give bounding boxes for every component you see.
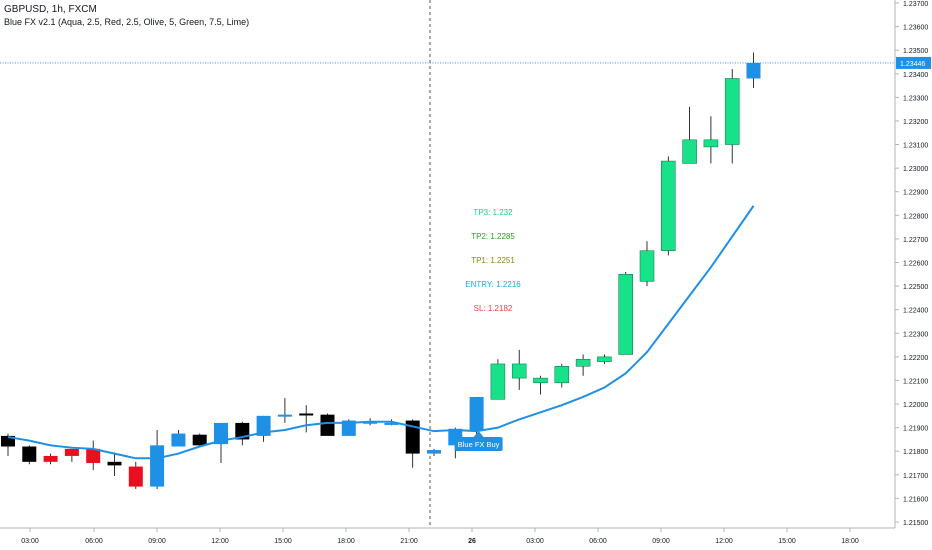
sl-label: SL: 1.2182 xyxy=(473,304,513,313)
time-tick-label: 12:00 xyxy=(211,538,229,545)
price-tick-label: 1.22100 xyxy=(903,378,928,385)
buy-signal-badge xyxy=(454,437,503,451)
price-tick-label: 1.22600 xyxy=(903,261,928,268)
price-tick-label: 1.23300 xyxy=(903,95,928,102)
price-tick-label: 1.23000 xyxy=(903,166,928,173)
candle-body xyxy=(405,420,420,454)
time-tick-label: 09:00 xyxy=(148,538,166,545)
candle-body xyxy=(682,139,697,164)
candle-body xyxy=(341,420,356,436)
last-price-label: 1.23446 xyxy=(900,61,925,68)
time-tick-label: 18:00 xyxy=(841,538,859,545)
candle-body xyxy=(43,455,58,462)
time-tick-label: 06:00 xyxy=(589,538,607,545)
candle-body xyxy=(192,434,207,446)
candle-body xyxy=(597,356,612,362)
candle-body xyxy=(618,274,633,355)
time-tick-label: 18:00 xyxy=(337,538,355,545)
symbol-title: GBPUSD, 1h, FXCM xyxy=(4,4,97,15)
candle-body xyxy=(533,377,548,384)
candle-body xyxy=(128,466,143,487)
time-tick-label: 09:00 xyxy=(652,538,670,545)
candle-body xyxy=(299,413,314,416)
price-tick-label: 1.21700 xyxy=(903,473,928,480)
candle-body xyxy=(427,450,441,454)
price-tick-label: 1.21600 xyxy=(903,496,928,503)
candle-body xyxy=(320,414,335,436)
candle-body xyxy=(384,422,399,425)
candle-body xyxy=(1,435,15,447)
candle-body xyxy=(490,363,506,400)
indicator-legend: Blue FX v2.1 (Aqua, 2.5, Red, 2.5, Olive… xyxy=(4,17,250,27)
candle-body xyxy=(724,78,740,145)
candle-body xyxy=(469,396,484,430)
price-tick-label: 1.22900 xyxy=(903,190,928,197)
price-tick-label: 1.22700 xyxy=(903,237,928,244)
candle-body xyxy=(64,448,79,456)
tp2-label: TP2: 1.2285 xyxy=(471,232,515,241)
time-tick-label: 03:00 xyxy=(526,538,544,545)
price-tick-label: 1.23600 xyxy=(903,25,928,32)
buy-signal-pointer xyxy=(473,431,484,437)
price-tick-label: 1.22300 xyxy=(903,331,928,338)
time-tick-label: 21:00 xyxy=(400,538,418,545)
blue-fx-trend-line xyxy=(7,205,755,460)
entry-label: ENTRY: 1.2216 xyxy=(465,280,521,289)
candle-body xyxy=(639,250,655,282)
candle-body xyxy=(703,139,719,148)
time-tick-label: 12:00 xyxy=(715,538,733,545)
candle-body xyxy=(107,461,122,466)
time-tick-label: 03:00 xyxy=(21,538,39,545)
price-tick-label: 1.22000 xyxy=(903,402,928,409)
price-tick-label: 1.21900 xyxy=(903,426,928,433)
candle-body xyxy=(746,62,761,79)
time-tick-label: 26 xyxy=(468,538,476,545)
price-tick-label: 1.21500 xyxy=(903,520,928,527)
candle-body xyxy=(575,358,591,367)
time-tick-label: 15:00 xyxy=(778,538,796,545)
last-price-badge xyxy=(896,56,931,69)
price-tick-label: 1.23200 xyxy=(903,119,928,126)
buy-signal-label: Blue FX Buy xyxy=(458,440,500,449)
price-tick-label: 1.23400 xyxy=(903,72,928,79)
price-tick-label: 1.21800 xyxy=(903,449,928,456)
tp3-label: TP3: 1.232 xyxy=(473,208,513,217)
price-tick-label: 1.23700 xyxy=(903,1,928,8)
candle-body xyxy=(150,445,165,487)
candle-body xyxy=(277,414,292,417)
candle-body xyxy=(511,363,527,379)
price-tick-label: 1.23100 xyxy=(903,143,928,150)
time-tick-label: 15:00 xyxy=(274,538,292,545)
candle-body xyxy=(214,422,228,445)
time-tick-label: 06:00 xyxy=(85,538,103,545)
candle-body xyxy=(256,415,271,436)
price-tick-label: 1.22500 xyxy=(903,284,928,291)
price-tick-label: 1.22200 xyxy=(903,355,928,362)
candle-body xyxy=(661,160,676,251)
price-tick-label: 1.23500 xyxy=(903,48,928,55)
price-tick-label: 1.22400 xyxy=(903,308,928,315)
candle-body xyxy=(86,448,101,464)
price-tick-label: 1.22800 xyxy=(903,213,928,220)
candle-body xyxy=(554,366,570,384)
tp1-label: TP1: 1.2251 xyxy=(471,256,515,265)
candle-body xyxy=(171,433,186,447)
candle-body xyxy=(22,446,37,462)
